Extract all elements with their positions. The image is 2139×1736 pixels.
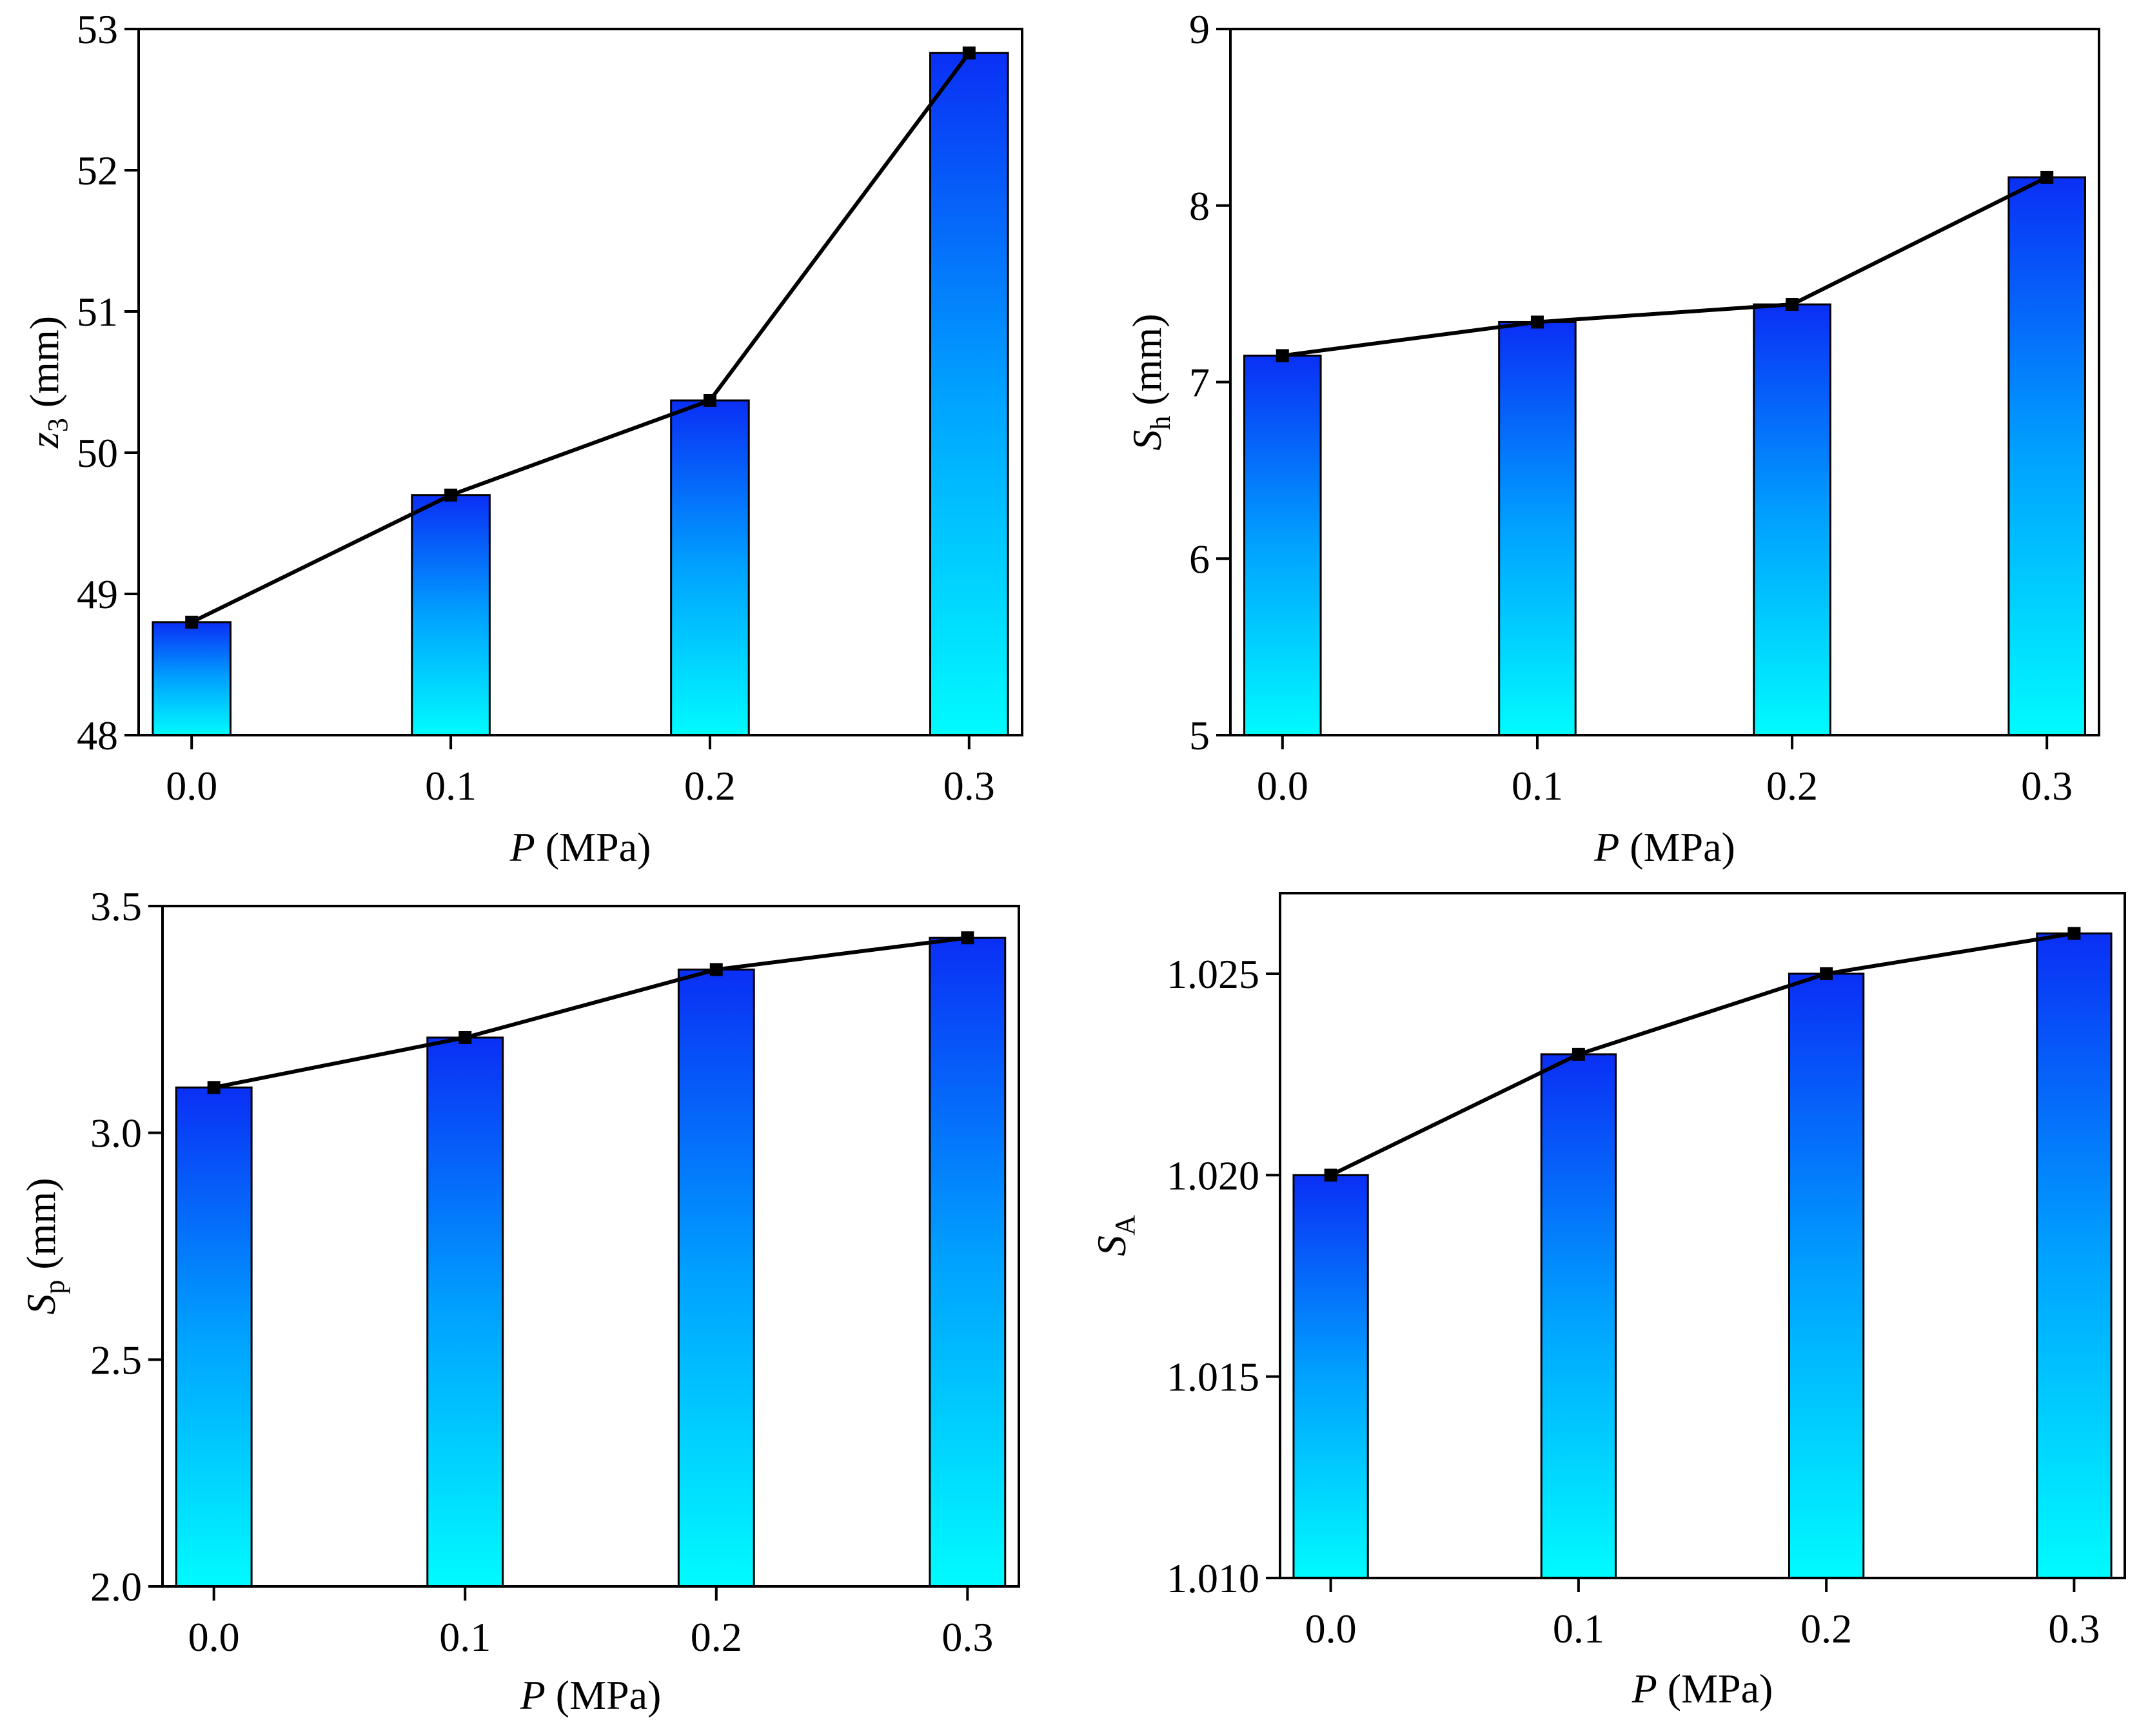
y-tick-label: 50 (77, 430, 118, 476)
point-marker-SA-2 (1820, 967, 1833, 980)
bar-z3-0 (152, 621, 232, 736)
bar-z3-3 (929, 52, 1009, 736)
bar-z3-1 (411, 494, 491, 736)
point-marker-Sp-2 (709, 963, 723, 976)
y-tick-label: 1.010 (1167, 1555, 1259, 1601)
y-axis-label: Sp (mm) (18, 1178, 70, 1314)
x-tick-label: 0.3 (943, 763, 995, 809)
x-tick-label: 0.0 (166, 763, 217, 809)
y-axis-label: SA (1089, 1215, 1141, 1256)
bar-Sp-0 (175, 1086, 253, 1588)
point-marker-Sh-2 (1786, 298, 1799, 311)
y-tick-label: 3.0 (90, 1110, 142, 1156)
chart-panel-Sh: 5 6 7 8 9 0.0 0.1 0.2 0.3 P (MPa) Sh (mm) (1124, 6, 2100, 870)
point-marker-z3-2 (703, 393, 716, 407)
x-tick-label: 0.2 (691, 1614, 742, 1660)
point-marker-Sp-3 (961, 931, 974, 945)
bar-z3-2 (670, 399, 750, 736)
x-axis-label: P (MPa) (1593, 824, 1735, 870)
x-axis-label: P (MPa) (509, 824, 651, 870)
x-tick-label: 0.1 (439, 1614, 491, 1660)
bar-SA-3 (2036, 932, 2113, 1579)
x-tick-label: 0.2 (1800, 1606, 1852, 1652)
y-tick-label: 1.020 (1167, 1152, 1259, 1198)
point-marker-Sh-0 (1276, 349, 1289, 362)
point-marker-z3-0 (185, 615, 199, 629)
x-tick-label: 0.1 (1512, 763, 1563, 809)
bar-Sh-1 (1498, 321, 1577, 736)
y-tick-label: 8 (1189, 183, 1210, 229)
plot-frame (1229, 28, 2100, 736)
bar-Sp-3 (929, 936, 1007, 1588)
bar-Sp-1 (426, 1036, 504, 1588)
series-line-SA (1330, 931, 2075, 1177)
bar-SA-1 (1540, 1053, 1617, 1579)
bar-Sh-3 (2007, 176, 2086, 736)
x-tick-label: 0.3 (2048, 1606, 2100, 1652)
point-marker-z3-3 (962, 46, 976, 60)
x-tick-label: 0.3 (941, 1614, 993, 1660)
x-tick-label: 0.2 (1766, 763, 1818, 809)
point-marker-Sp-1 (458, 1031, 472, 1044)
x-tick-label: 0.0 (188, 1614, 240, 1660)
y-tick-label: 51 (77, 289, 118, 335)
plot-frame (161, 905, 1020, 1588)
y-tick-label: 53 (77, 6, 118, 52)
series-line-z3 (190, 52, 971, 624)
point-marker-SA-1 (1572, 1047, 1585, 1061)
plot-frame (137, 28, 1023, 736)
point-marker-Sh-3 (2040, 170, 2054, 184)
series-line-Sp (213, 936, 968, 1090)
y-tick-label: 1.015 (1167, 1354, 1259, 1400)
y-tick-label: 3.5 (90, 883, 142, 929)
y-tick-label: 1.025 (1167, 951, 1259, 997)
chart-panel-SA: 1.010 1.015 1.020 1.025 0.0 0.1 0.2 0.3 P (MPa) S… (1089, 892, 2126, 1711)
bar-Sh-2 (1753, 303, 1831, 736)
x-axis-label: P (MPa) (520, 1672, 662, 1718)
x-tick-label: 0.3 (2021, 763, 2073, 809)
x-axis-label: P (MPa) (1631, 1666, 1773, 1711)
x-tick-label: 0.0 (1305, 1606, 1357, 1652)
point-marker-Sp-0 (207, 1081, 221, 1094)
chart-panel-z3: 48 49 50 51 52 53 0.0 0.1 0.2 0.3 P (MPa) z3 (mm) (21, 6, 1023, 870)
bar-Sp-2 (677, 968, 755, 1588)
y-tick-label: 2.5 (90, 1337, 142, 1383)
x-tick-label: 0.2 (684, 763, 736, 809)
y-tick-label: 5 (1189, 713, 1210, 758)
y-tick-label: 49 (77, 571, 118, 617)
y-tick-label: 9 (1189, 6, 1210, 52)
x-tick-label: 0.1 (425, 763, 477, 809)
bar-Sh-0 (1243, 354, 1322, 736)
y-tick-label: 6 (1189, 536, 1210, 582)
bar-SA-0 (1292, 1174, 1369, 1579)
y-tick-label: 7 (1189, 360, 1210, 406)
y-axis-label: z3 (mm) (21, 316, 74, 449)
y-tick-label: 48 (77, 713, 118, 758)
chart-panel-Sp: 2.0 2.5 3.0 3.5 0.0 0.1 0.2 0.3 P (MPa) Sp (mm) (18, 883, 1020, 1718)
y-axis-label: Sh (mm) (1124, 313, 1176, 450)
x-tick-label: 0.1 (1553, 1606, 1604, 1652)
point-marker-Sh-1 (1530, 315, 1544, 329)
y-tick-label: 2.0 (90, 1564, 142, 1610)
plot-frame (1279, 892, 2126, 1579)
point-marker-SA-0 (1324, 1169, 1337, 1182)
point-marker-SA-3 (2067, 927, 2081, 940)
y-tick-label: 52 (77, 148, 118, 193)
point-marker-z3-1 (444, 488, 458, 502)
series-line-Sh (1282, 175, 2048, 358)
x-tick-label: 0.0 (1257, 763, 1308, 809)
bar-SA-2 (1788, 972, 1865, 1579)
